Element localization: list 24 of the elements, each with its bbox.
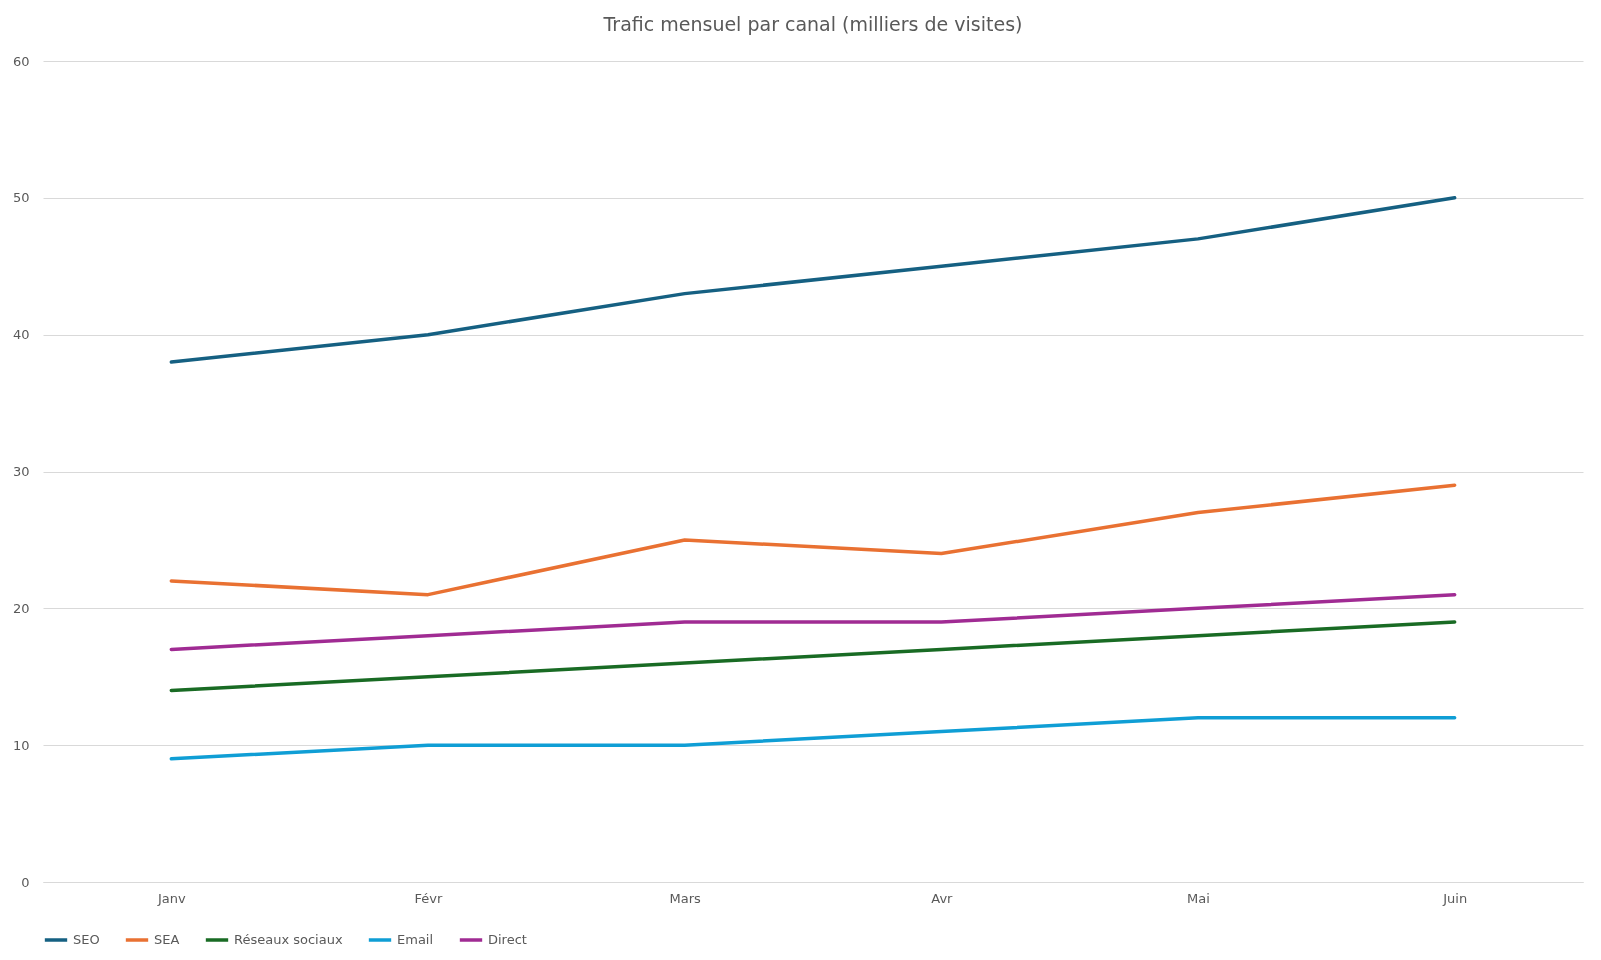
legend-label: SEO — [73, 932, 100, 947]
y-tick-label: 0 — [21, 874, 30, 890]
y-tick-label: 20 — [12, 600, 30, 616]
y-tick-label: 60 — [12, 53, 30, 69]
x-tick-label: Avr — [931, 890, 954, 906]
x-tick-label: Janv — [156, 890, 187, 906]
y-tick-label: 50 — [12, 190, 30, 206]
y-tick-label: 40 — [12, 327, 30, 343]
x-tick-label: Juin — [1442, 890, 1468, 906]
x-tick-label: Févr — [414, 890, 444, 906]
legend-label: Email — [397, 932, 434, 947]
legend-label: Direct — [488, 932, 527, 947]
line-series — [169, 196, 1457, 364]
y-tick-label: 10 — [12, 737, 30, 753]
chart-title: Trafic mensuel par canal (milliers de visites) — [602, 13, 1023, 35]
legend-label: SEA — [154, 932, 180, 947]
legend-label: Réseaux sociaux — [234, 932, 343, 947]
line-series — [169, 620, 1457, 693]
line-series — [169, 592, 1457, 652]
line-series — [169, 483, 1457, 597]
x-tick-label: Mai — [1187, 890, 1210, 906]
y-tick-label: 30 — [12, 464, 30, 479]
x-tick-label: Mars — [669, 890, 702, 906]
line-series — [169, 716, 1457, 761]
